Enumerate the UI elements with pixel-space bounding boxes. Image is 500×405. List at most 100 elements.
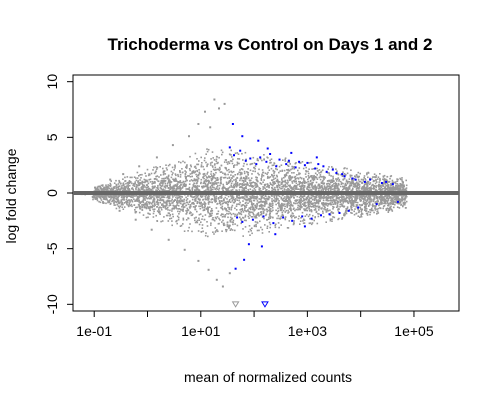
cloud-point — [212, 219, 215, 221]
cloud-point — [232, 175, 235, 178]
cloud-point — [288, 161, 291, 163]
cloud-point — [307, 205, 310, 208]
cloud-point — [274, 224, 276, 227]
cloud-point — [215, 187, 217, 190]
cloud-point — [277, 198, 279, 200]
cloud-point — [147, 207, 150, 209]
cloud-point — [183, 181, 185, 183]
cloud-point — [180, 161, 182, 164]
cloud-point — [219, 203, 222, 206]
cloud-point — [356, 175, 359, 178]
cloud-point — [364, 208, 366, 210]
cloud-point — [245, 204, 248, 206]
cloud-point — [353, 201, 356, 203]
cloud-point — [159, 206, 161, 208]
cloud-point — [215, 171, 217, 174]
cloud-point — [227, 203, 229, 206]
cloud-point — [157, 211, 160, 214]
cloud-point — [317, 206, 320, 209]
cloud-point — [232, 223, 234, 226]
cloud-point — [370, 208, 373, 211]
cloud-point — [276, 217, 278, 220]
cloud-point — [184, 183, 187, 186]
cloud-point — [200, 231, 203, 233]
cloud-point — [273, 162, 275, 164]
cloud-point — [378, 183, 380, 186]
cloud-point — [254, 221, 257, 223]
cloud-point — [347, 181, 349, 184]
cloud-point — [211, 174, 213, 177]
cloud-point — [248, 185, 251, 187]
cloud-point — [272, 182, 275, 184]
cloud-point — [170, 217, 173, 220]
cloud-point — [146, 189, 148, 192]
cloud-point — [370, 186, 372, 188]
cloud-point — [271, 189, 273, 192]
cloud-point — [149, 201, 151, 204]
cloud-point — [161, 203, 163, 205]
cloud-point — [194, 198, 196, 201]
cloud-point — [147, 185, 149, 188]
cloud-point — [255, 215, 257, 217]
cloud-point — [245, 176, 248, 179]
cloud-point — [351, 189, 354, 191]
cloud-point — [317, 205, 319, 207]
cloud-point — [301, 200, 303, 202]
cloud-point — [307, 172, 310, 175]
cloud-point — [316, 187, 318, 189]
cloud-point — [202, 165, 204, 168]
cloud-point — [348, 186, 350, 188]
cloud-point — [119, 188, 121, 191]
cloud-point — [232, 212, 235, 215]
cloud-point — [275, 196, 278, 198]
cloud-point — [184, 175, 187, 178]
cloud-point — [162, 177, 165, 180]
cloud-point — [153, 172, 156, 175]
cloud-point — [179, 209, 182, 211]
cloud-point — [220, 149, 223, 152]
cloud-point — [207, 211, 209, 214]
cloud-point — [222, 186, 225, 189]
cloud-point — [243, 177, 245, 179]
cloud-point — [349, 183, 351, 185]
cloud-point — [127, 186, 129, 189]
cloud-point — [261, 206, 263, 208]
cloud-point — [318, 213, 320, 215]
cloud-point — [241, 186, 244, 189]
cloud-point — [137, 182, 140, 185]
cloud-point — [294, 199, 296, 202]
cloud-point — [153, 194, 156, 197]
cloud-point — [369, 202, 371, 205]
cloud-point — [362, 180, 365, 182]
cloud-point — [245, 195, 248, 197]
cloud-point — [366, 212, 369, 215]
cloud-point — [141, 183, 144, 185]
cloud-point — [308, 207, 310, 210]
cloud-point — [148, 178, 150, 181]
cloud-point — [311, 175, 313, 177]
cloud-point — [292, 166, 294, 168]
cloud-point — [188, 186, 191, 189]
cloud-point — [312, 179, 315, 182]
cloud-point — [166, 177, 169, 180]
cloud-point — [350, 184, 353, 187]
cloud-point — [294, 202, 296, 205]
cloud-point — [266, 198, 269, 201]
cloud-point — [337, 200, 339, 203]
cloud-point — [153, 202, 156, 204]
cloud-point — [169, 181, 171, 183]
cloud-point — [241, 152, 243, 155]
cloud-point — [136, 196, 139, 198]
cloud-point — [207, 199, 210, 201]
cloud-point — [341, 198, 343, 200]
cloud-point — [159, 166, 161, 168]
cloud-point — [200, 201, 202, 204]
cloud-point — [161, 220, 164, 222]
cloud-point — [387, 197, 389, 200]
cloud-point — [178, 208, 181, 210]
cloud-point — [307, 175, 310, 177]
cloud-point — [162, 195, 164, 197]
cloud-point — [138, 188, 141, 191]
cloud-point — [128, 199, 131, 201]
cloud-point — [328, 182, 330, 185]
